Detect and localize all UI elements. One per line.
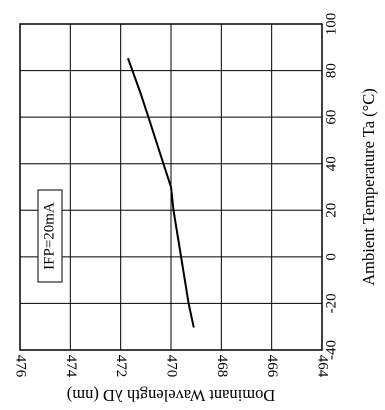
annotation-layer: IFP=20mA	[37, 189, 63, 283]
y-tick-label: 464	[315, 355, 331, 378]
annotation-label: IFP=20mA	[41, 202, 57, 270]
curve-layer	[127, 57, 195, 328]
y-tick-labels: 464 466 468 470 472 474 476	[13, 355, 331, 378]
x-axis-title: Ambient Temperature Ta (°C)	[359, 88, 378, 286]
y-tick-label: 466	[264, 355, 280, 378]
y-axis-title: Dominant Wavelength λD (nm)	[67, 386, 275, 405]
x-tick-label: 80	[323, 63, 339, 78]
x-tick-label: -40	[323, 340, 339, 360]
y-tick-label: 468	[214, 355, 230, 378]
x-tick-labels: -40 -20 0 20 40 60 80 100	[323, 13, 339, 360]
x-tick-label: -20	[323, 293, 339, 313]
x-tick-label: 0	[323, 253, 339, 261]
y-tick-label: 476	[13, 355, 29, 378]
x-tick-label: 40	[323, 156, 339, 171]
x-tick-label: 20	[323, 203, 339, 218]
x-tick-label: 100	[323, 13, 339, 36]
annotation-box	[37, 189, 63, 283]
x-tick-label: 60	[323, 110, 339, 125]
series-line	[127, 57, 195, 328]
y-tick-label: 470	[164, 355, 180, 378]
plot-frame	[19, 23, 323, 351]
y-tick-label: 474	[63, 355, 79, 378]
y-tick-label: 472	[113, 355, 129, 378]
